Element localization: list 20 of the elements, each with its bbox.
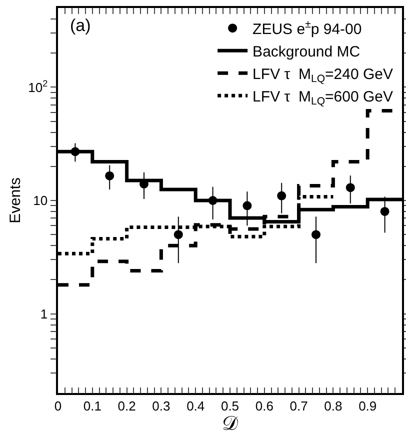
- annotation: (a): [70, 16, 91, 35]
- y-tick-label: 10: [33, 193, 48, 208]
- y-axis-title: Events: [6, 178, 24, 224]
- legend-label: ZEUS e$^{±}$p 94-00: [252, 18, 362, 38]
- x-tick-label: 0.1: [83, 398, 102, 414]
- x-tick-label: 0.8: [324, 398, 342, 414]
- x-tick-label: 0.2: [118, 398, 136, 414]
- legend-label: LFV τ M$_{LQ}$=240 GeV: [252, 66, 393, 86]
- x-tick-label: 0: [54, 398, 62, 414]
- y-tick-label: 1: [40, 306, 48, 322]
- legend-label: LFV τ M$_{LQ}$=600 GeV: [252, 88, 393, 108]
- x-tick-label: 0.7: [290, 398, 308, 414]
- y-tick-label: 10$^{2}$: [28, 78, 48, 95]
- x-tick-label: 0.5: [220, 398, 240, 414]
- x-tick-label: 0.9: [358, 398, 377, 414]
- x-axis-title: 𝒟: [222, 411, 238, 435]
- legend-label: Background MC: [252, 43, 360, 60]
- x-tick-label: 0.6: [255, 398, 274, 414]
- x-tick-label: 0.3: [152, 398, 170, 414]
- x-tick-label: 0.4: [186, 398, 205, 414]
